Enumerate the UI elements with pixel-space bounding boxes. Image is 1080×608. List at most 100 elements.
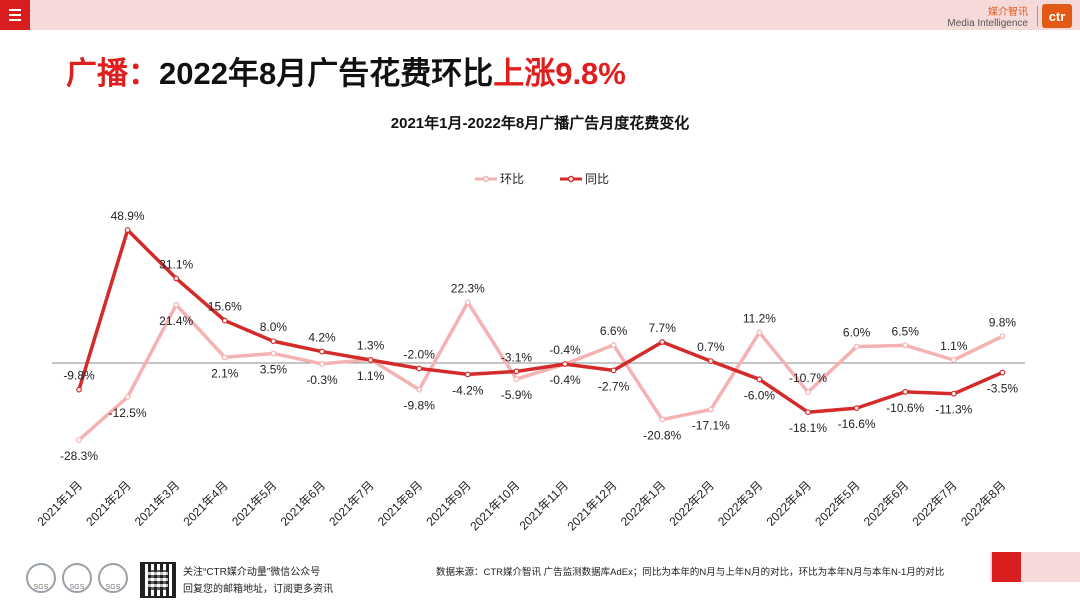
data-point-0-1 <box>124 394 131 400</box>
data-label-mom-7: -9.8% <box>404 399 436 413</box>
data-point-0-17 <box>902 342 909 349</box>
data-label-yoy-5: 4.2% <box>308 331 336 345</box>
data-label-yoy-14: -6.0% <box>744 388 776 402</box>
data-label-yoy-16: -16.6% <box>838 417 876 431</box>
data-point-1-11 <box>610 367 617 374</box>
data-point-1-3 <box>221 317 228 324</box>
follow-line-1: 关注“CTR媒介动量”微信公众号 <box>183 567 321 578</box>
data-label-yoy-6: 1.1% <box>357 369 385 383</box>
data-point-1-2 <box>173 275 180 282</box>
x-tick-label: 2021年8月 <box>375 478 425 528</box>
data-source-note: 数据来源：CTR媒介智讯 广告监测数据库AdEx；同比为本年的N月与上年N月的对… <box>436 567 945 578</box>
data-point-1-4 <box>270 338 277 345</box>
brand-divider <box>1037 6 1038 26</box>
data-label-mom-10: -0.4% <box>549 343 581 357</box>
data-label-mom-11: 6.6% <box>600 324 628 338</box>
x-tick-label: 2022年1月 <box>618 478 668 528</box>
legend-label-0: 环比 <box>500 172 524 186</box>
data-label-mom-0: -28.3% <box>60 449 98 463</box>
data-label-yoy-0: -9.8% <box>63 369 95 383</box>
data-label-mom-2: 21.4% <box>159 314 193 328</box>
brand-en: Media Intelligence <box>947 18 1028 29</box>
x-tick-label: 2022年2月 <box>666 478 716 528</box>
page-title: 广播：2022年8月广告花费环比上涨9.8% <box>66 48 626 93</box>
follow-line-2: 回复您的邮箱地址，订阅更多资讯 <box>183 584 333 595</box>
x-tick-label: 2022年8月 <box>958 478 1008 528</box>
data-label-mom-8: 22.3% <box>451 281 485 295</box>
x-tick-label: 2021年1月 <box>35 478 85 528</box>
data-label-mom-3: 2.1% <box>211 366 239 380</box>
data-point-0-8 <box>464 299 471 306</box>
data-label-yoy-11: -2.7% <box>598 379 630 393</box>
data-label-yoy-4: 8.0% <box>260 320 288 334</box>
data-label-yoy-8: -4.2% <box>452 383 484 397</box>
legend-marker-1 <box>567 175 575 183</box>
data-label-mom-17: 6.5% <box>892 324 920 338</box>
data-point-1-12 <box>659 339 666 345</box>
data-point-1-9 <box>513 368 520 375</box>
series-line-1 <box>77 228 1004 414</box>
sgs-icon: SGS <box>98 563 128 593</box>
data-point-0-14 <box>756 329 763 336</box>
brand-cn: 媒介智讯 <box>988 7 1028 18</box>
data-point-1-14 <box>756 376 763 383</box>
data-point-0-3 <box>221 354 228 361</box>
data-label-yoy-15: -18.1% <box>789 421 827 435</box>
data-point-1-17 <box>902 388 909 395</box>
data-point-1-5 <box>319 348 325 355</box>
data-label-yoy-13: 0.7% <box>697 340 725 354</box>
title-prefix: 广播： <box>66 56 159 91</box>
data-point-1-19 <box>999 369 1006 376</box>
data-point-0-7 <box>416 386 423 393</box>
qr-code-icon[interactable] <box>140 562 176 598</box>
data-label-mom-18: 1.1% <box>940 339 968 353</box>
data-label-mom-14: 11.2% <box>743 312 776 326</box>
x-tick-label: 2021年5月 <box>229 478 279 528</box>
ctr-logo: ctr <box>1042 4 1072 28</box>
data-point-0-5 <box>319 360 325 367</box>
data-point-0-9 <box>513 376 520 382</box>
line-chart: 2021年1月2021年2月2021年3月2021年4月2021年5月2021年… <box>35 172 1025 533</box>
data-label-yoy-10: -0.4% <box>549 373 581 387</box>
x-tick-label: 2021年4月 <box>180 478 230 528</box>
certification-logos: SGS SGS SGS <box>26 563 128 593</box>
data-point-0-0 <box>76 437 82 443</box>
data-label-yoy-9: -3.1% <box>501 350 533 364</box>
data-label-yoy-1: 48.9% <box>111 209 145 223</box>
data-point-1-8 <box>464 371 471 378</box>
data-label-yoy-3: 15.6% <box>208 300 242 314</box>
title-middle: 2022年8月广告花费环比 <box>159 56 494 91</box>
data-label-yoy-2: 31.1% <box>159 257 193 271</box>
data-point-1-7 <box>416 365 423 372</box>
x-tick-label: 2022年4月 <box>764 478 814 528</box>
data-label-yoy-12: 7.7% <box>649 321 677 335</box>
menu-icon[interactable] <box>0 0 30 30</box>
x-tick-label: 2021年11月 <box>517 478 572 533</box>
data-label-mom-16: 6.0% <box>843 326 871 340</box>
data-point-0-2 <box>173 301 180 308</box>
data-point-0-19 <box>999 333 1006 340</box>
chart-title: 2021年1月-2022年8月广播广告月度花费变化 <box>390 115 690 132</box>
x-tick-label: 2022年6月 <box>861 478 911 528</box>
data-label-mom-19: 9.8% <box>989 315 1017 329</box>
title-highlight: 上涨9.8% <box>493 56 626 91</box>
x-tick-label: 2021年6月 <box>278 478 328 528</box>
data-label-yoy-19: -3.5% <box>987 382 1019 396</box>
brand-text: 媒介智讯 Media Intelligence <box>947 7 1028 29</box>
series-line-0 <box>77 300 1004 442</box>
footer-accent-red <box>992 552 1021 582</box>
data-point-0-16 <box>853 343 860 350</box>
sgs-icon: SGS <box>62 563 92 593</box>
data-point-0-11 <box>610 342 617 348</box>
data-label-mom-13: -17.1% <box>692 419 730 433</box>
data-point-1-15 <box>805 409 811 416</box>
data-point-1-16 <box>853 405 860 412</box>
top-bar <box>0 0 1080 30</box>
data-point-1-1 <box>124 227 131 233</box>
data-label-yoy-17: -10.6% <box>886 401 924 415</box>
data-point-1-6 <box>367 357 374 363</box>
data-point-0-15 <box>805 389 811 396</box>
data-label-mom-9: -5.9% <box>501 388 533 402</box>
x-tick-label: 2021年10月 <box>467 478 522 533</box>
data-label-mom-1: -12.5% <box>109 406 147 420</box>
